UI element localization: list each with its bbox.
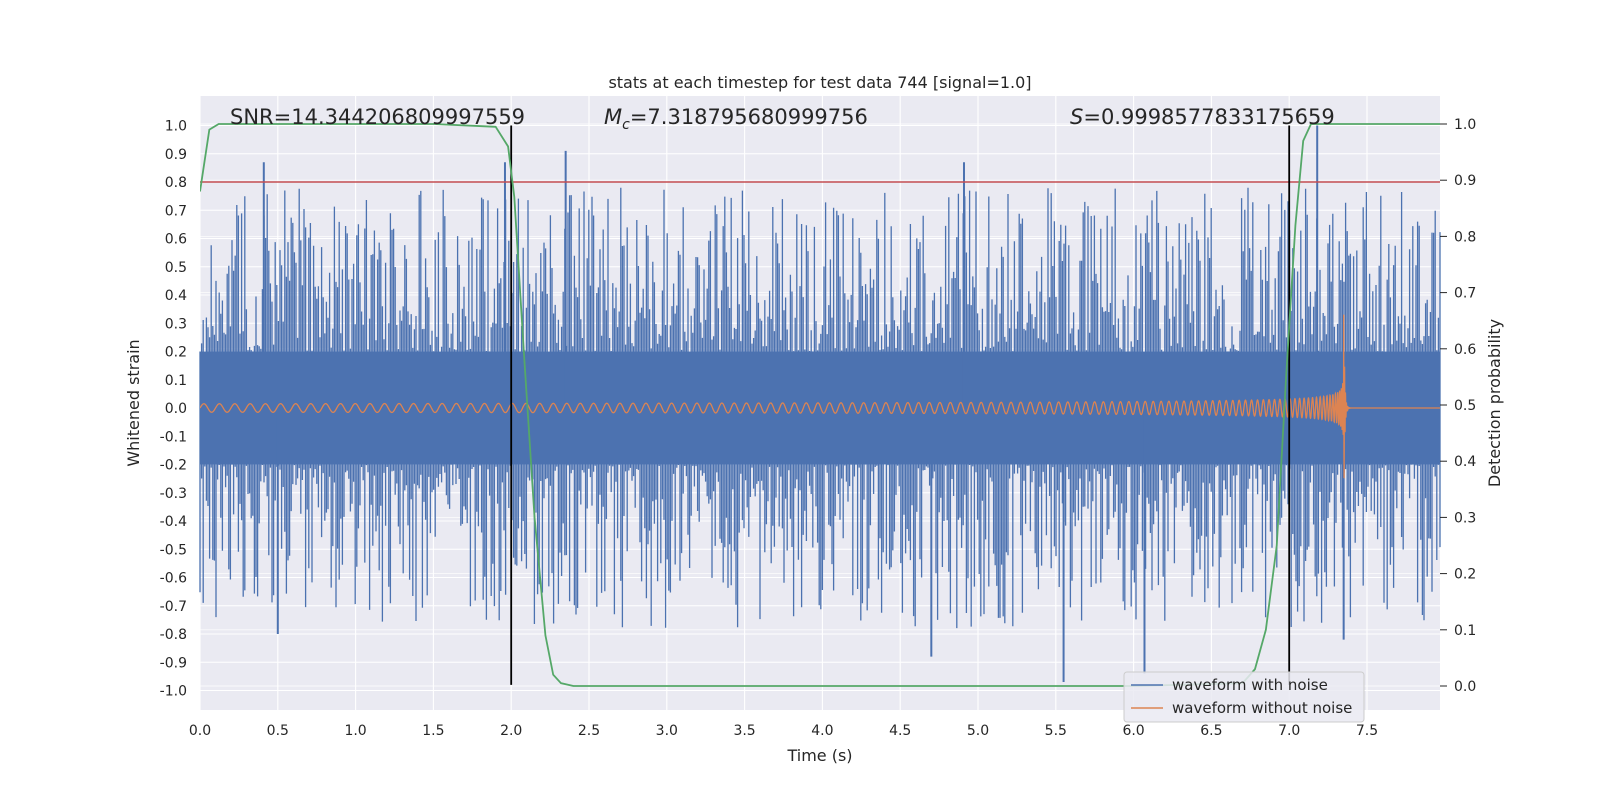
y2-tick-label: 0.2 [1454, 567, 1476, 583]
y2-tick-label: 0.3 [1454, 510, 1476, 526]
y-tick-label: 0.9 [165, 147, 187, 163]
y-tick-label: -0.9 [160, 655, 187, 671]
x-tick-label: 1.0 [344, 723, 366, 739]
x-tick-label: 6.0 [1122, 723, 1144, 739]
y-tick-label: -0.6 [160, 571, 187, 587]
y2-tick-label: 0.6 [1454, 342, 1476, 358]
y2-tick-label: 0.9 [1454, 173, 1476, 189]
y2-tick-label: 0.5 [1454, 398, 1476, 414]
y-tick-label: 0.2 [165, 345, 187, 361]
x-tick-label: 0.0 [189, 723, 211, 739]
chirp-mass-symbol: M [604, 105, 622, 129]
x-axis-title: Time (s) [786, 746, 852, 765]
y-tick-label: -0.3 [160, 486, 187, 502]
score-value: =0.9998577833175659 [1083, 105, 1334, 129]
y-tick-label: 0.8 [165, 175, 187, 191]
y-axis-title: Whitened strain [124, 339, 143, 466]
x-tick-label: 3.5 [733, 723, 755, 739]
y-tick-label: 0.0 [165, 401, 187, 417]
series-waveform-with-noise [199, 125, 1441, 683]
axis-ticks: 0.0 0.5 1.0 1.5 2.0 2.5 3.0 3.5 4.0 4.5 5.0 5.5 6.0 6… [160, 117, 1477, 739]
y-tick-label: -0.1 [160, 429, 187, 445]
y2-tick-label: 0.0 [1454, 679, 1476, 695]
probability-trace [200, 123, 1440, 687]
chirp-mass-value: =7.318795680999756 [630, 105, 868, 129]
y-tick-label: -0.7 [160, 599, 187, 615]
y2-tick-label: 0.7 [1454, 286, 1476, 302]
x-tick-label: 0.5 [267, 723, 289, 739]
series-waveform-without-noise [200, 314, 1440, 479]
chart-title: stats at each timestep for test data 744… [608, 73, 1031, 92]
y-tick-label: 0.3 [165, 316, 187, 332]
x-tick-label: 7.5 [1356, 723, 1378, 739]
y2-tick-label: 0.1 [1454, 623, 1476, 639]
x-tick-label: 1.5 [422, 723, 444, 739]
legend-label-noise: waveform with noise [1172, 676, 1328, 694]
score-annotation: S=0.9998577833175659 [1070, 105, 1335, 129]
legend: waveform with noise waveform without noi… [1123, 671, 1365, 723]
y2-tick-label: 0.8 [1454, 229, 1476, 245]
y-tick-label: -1.0 [160, 684, 187, 700]
chirp-mass-subscript: c [622, 117, 630, 133]
y-tick-label: -0.2 [160, 458, 187, 474]
y2-tick-label: 1.0 [1454, 117, 1476, 133]
x-tick-label: 4.0 [811, 723, 833, 739]
score-symbol: S [1070, 105, 1083, 129]
legend-label-clean: waveform without noise [1172, 699, 1352, 717]
x-tick-label: 4.5 [889, 723, 911, 739]
x-tick-label: 6.5 [1200, 723, 1222, 739]
y-tick-label: 0.7 [165, 203, 187, 219]
y-tick-label: 0.6 [165, 232, 187, 248]
clean-trace [200, 314, 1440, 479]
reference-lines [200, 125, 1440, 685]
x-tick-label: 5.5 [1045, 723, 1067, 739]
series-detection-probability [200, 123, 1440, 687]
y-tick-label: -0.4 [160, 514, 187, 530]
x-tick-label: 3.0 [656, 723, 678, 739]
y-tick-label: -0.5 [160, 542, 187, 558]
chirp-mass-annotation: Mc=7.318795680999756 [604, 105, 868, 133]
x-tick-label: 5.0 [967, 723, 989, 739]
x-tick-label: 2.5 [578, 723, 600, 739]
y-tick-label: 0.1 [165, 373, 187, 389]
x-tick-label: 7.0 [1278, 723, 1300, 739]
y2-axis-title: Detection probability [1485, 319, 1504, 487]
legend-box [1123, 671, 1365, 723]
y-tick-label: -0.8 [160, 627, 187, 643]
y-tick-label: 0.4 [165, 288, 187, 304]
snr-annotation: SNR=14.344206809997559 [230, 105, 525, 129]
y-tick-label: 1.0 [165, 119, 187, 135]
x-tick-label: 2.0 [500, 723, 522, 739]
y2-tick-label: 0.4 [1454, 454, 1476, 470]
y-tick-label: 0.5 [165, 260, 187, 276]
noise-trace [199, 187, 1441, 629]
